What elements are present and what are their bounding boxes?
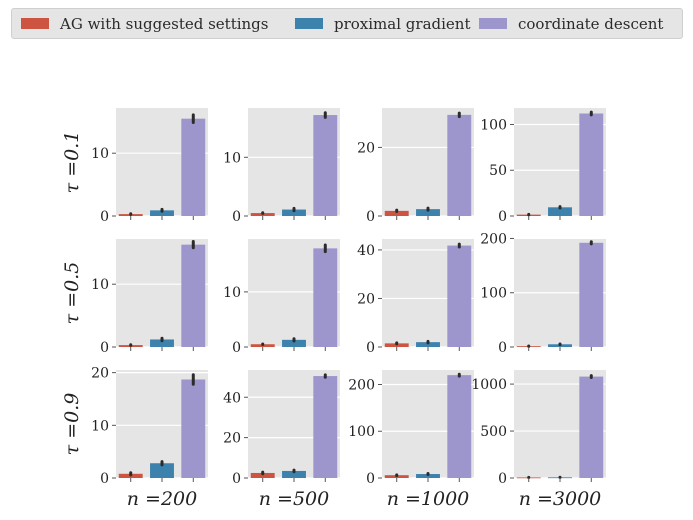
y-tick-label: 0: [232, 340, 241, 356]
panel-r2-c1: 0 10: [91, 239, 208, 356]
y-tick-label: 0: [232, 471, 241, 487]
bar-coordinate-descent: [313, 376, 338, 478]
bar-proximal-gradient: [416, 342, 440, 347]
y-tick-label: 100: [480, 286, 507, 302]
legend: AG with suggested settings proximal grad…: [11, 8, 683, 39]
column-label: n =500: [259, 488, 329, 510]
y-tick-label: 0: [232, 209, 241, 225]
bar-coordinate-descent: [313, 248, 338, 347]
y-tick-label: 40: [223, 390, 241, 406]
panel-r1-c3: 0 20: [357, 108, 474, 225]
y-tick-label: 10: [91, 277, 109, 293]
legend-item-coordinate-descent: coordinate descent: [479, 9, 663, 38]
column-label: n =1000: [387, 488, 470, 510]
bar-coordinate-descent: [579, 376, 604, 478]
column-label: n =200: [127, 488, 197, 510]
panels-layer: 0100100200501000100100204001002000102002…: [91, 108, 606, 487]
y-tick-label: 500: [480, 424, 507, 440]
bar-coordinate-descent: [447, 114, 472, 216]
legend-label-ag: AG with suggested settings: [60, 14, 269, 33]
y-tick-label: 10: [91, 418, 109, 434]
row-label: τ =0.9: [61, 393, 83, 456]
y-tick-label: 10: [223, 285, 241, 301]
bar-coordinate-descent: [447, 375, 472, 478]
y-tick-label: 0: [498, 209, 507, 225]
bar-coordinate-descent: [579, 113, 604, 216]
panel-r3-c2: 0 20 40: [223, 370, 340, 487]
legend-label-coordinate-descent: coordinate descent: [518, 14, 664, 33]
y-tick-label: 0: [366, 471, 375, 487]
y-tick-label: 1000: [471, 377, 507, 393]
y-tick-label: 200: [480, 231, 507, 247]
bar-proximal-gradient: [548, 207, 572, 216]
y-tick-label: 10: [223, 150, 241, 166]
legend-item-ag: AG with suggested settings: [21, 9, 268, 38]
y-tick-label: 200: [348, 377, 375, 393]
panel-r2-c2: 0 10: [223, 239, 340, 356]
legend-swatch-proximal-gradient: [295, 18, 323, 29]
bar-coordinate-descent: [181, 379, 206, 478]
y-tick-label: 20: [357, 291, 375, 307]
bar-ag: [384, 210, 409, 216]
y-tick-label: 0: [100, 209, 109, 225]
bar-proximal-gradient: [416, 209, 440, 216]
bar-coordinate-descent: [447, 245, 472, 347]
y-tick-label: 20: [91, 366, 109, 382]
y-tick-label: 20: [357, 140, 375, 156]
panel-r2-c4: 0 100 200: [480, 231, 606, 356]
bar-proximal-gradient: [150, 210, 174, 216]
y-tick-label: 0: [366, 209, 375, 225]
y-tick-label: 40: [357, 243, 375, 259]
bar-proximal-gradient: [282, 339, 306, 347]
bar-proximal-gradient: [150, 463, 174, 478]
panel-r3-c3: 0 100 200: [348, 370, 474, 487]
bar-proximal-gradient: [150, 339, 174, 347]
legend-swatch-ag: [21, 18, 49, 29]
y-tick-label: 100: [348, 424, 375, 440]
column-label: n =3000: [519, 488, 602, 510]
row-label: τ =0.5: [61, 262, 83, 325]
bar-coordinate-descent: [579, 242, 604, 347]
bar-coordinate-descent: [181, 244, 206, 347]
y-tick-label: 0: [100, 340, 109, 356]
legend-item-proximal-gradient: proximal gradient: [295, 9, 470, 38]
panel-r1-c1: 0 10: [91, 108, 208, 225]
legend-swatch-coordinate-descent: [479, 18, 507, 29]
bar-proximal-gradient: [416, 474, 440, 478]
y-tick-label: 100: [480, 117, 507, 133]
y-tick-label: 20: [223, 431, 241, 447]
y-tick-label: 0: [498, 471, 507, 487]
bar-coordinate-descent: [313, 115, 338, 216]
panel-r1-c2: 0 10: [223, 108, 340, 225]
bar-proximal-gradient: [282, 209, 306, 216]
legend-label-proximal-gradient: proximal gradient: [334, 14, 471, 33]
panel-r3-c4: 0 500 1000: [471, 370, 606, 487]
y-tick-label: 0: [366, 340, 375, 356]
row-label: τ =0.1: [61, 131, 83, 194]
panel-r2-c3: 0 20 40: [357, 239, 474, 356]
panel-r1-c4: 0 50 100: [480, 108, 606, 225]
y-tick-label: 50: [489, 163, 507, 179]
y-tick-label: 10: [91, 146, 109, 162]
y-tick-label: 0: [498, 340, 507, 356]
labels-layer: τ =0.1 τ =0.5 τ =0.9 n =200 n =500 n =1000 n =…: [61, 131, 601, 510]
bar-coordinate-descent: [181, 118, 206, 216]
bar-proximal-gradient: [282, 470, 306, 478]
panel-r3-c1: 0 10 20: [91, 366, 208, 487]
bar-ag: [250, 472, 275, 478]
y-tick-label: 0: [100, 471, 109, 487]
